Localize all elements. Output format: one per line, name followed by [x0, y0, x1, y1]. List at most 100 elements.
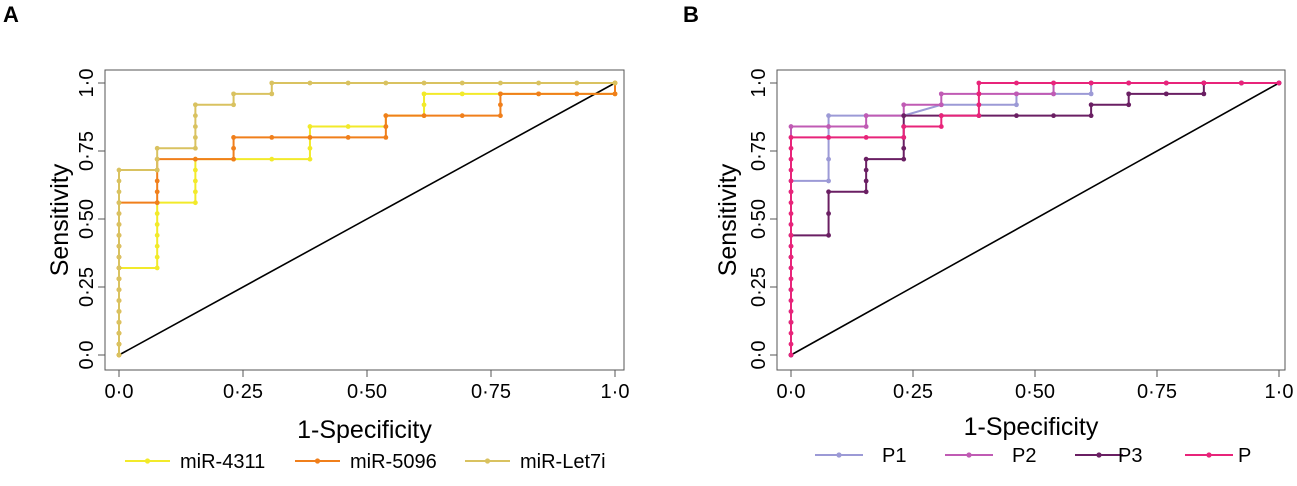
- data-point: [154, 156, 160, 162]
- data-point: [826, 211, 831, 216]
- data-point: [788, 330, 794, 336]
- data-point: [863, 167, 869, 173]
- data-point: [192, 200, 198, 206]
- reference-diagonal-line: [790, 82, 1280, 356]
- x-tick-label: 0·0: [105, 381, 134, 403]
- data-point: [826, 189, 831, 195]
- data-point: [826, 124, 831, 129]
- data-point: [459, 80, 465, 86]
- data-point: [788, 178, 794, 184]
- data-point: [154, 232, 160, 238]
- legend-label: P2: [1012, 445, 1036, 467]
- data-point: [1163, 91, 1169, 97]
- data-point: [498, 80, 503, 86]
- plot-frame: [104, 69, 625, 371]
- data-point: [231, 91, 236, 97]
- data-point: [788, 222, 794, 227]
- data-point: [1014, 113, 1019, 119]
- data-point: [1014, 91, 1019, 97]
- legend-swatch-marker: [836, 452, 842, 458]
- data-point: [345, 135, 351, 140]
- data-point: [345, 124, 351, 129]
- y-tick-label: 0·50: [76, 199, 98, 239]
- x-tick-label: 0·0: [777, 381, 806, 403]
- reference-diagonal-line: [118, 82, 616, 356]
- data-point: [116, 298, 122, 303]
- data-point: [421, 113, 427, 119]
- data-point: [498, 113, 503, 119]
- data-point: [116, 178, 122, 184]
- data-point: [192, 145, 198, 151]
- data-point: [154, 178, 160, 184]
- data-point: [116, 222, 122, 227]
- series-P: [788, 80, 1282, 358]
- data-point: [116, 254, 122, 260]
- data-point: [307, 124, 313, 129]
- data-point: [116, 200, 122, 206]
- data-point: [192, 124, 198, 129]
- data-point: [383, 135, 389, 140]
- data-point: [116, 167, 122, 173]
- series-miR-Let7i: [116, 80, 618, 358]
- data-point: [976, 91, 982, 97]
- data-point: [788, 156, 794, 162]
- x-tick-label: 1·0: [601, 381, 630, 403]
- data-point: [116, 265, 122, 271]
- data-point: [788, 276, 794, 282]
- data-point: [421, 102, 427, 108]
- data-point: [383, 80, 389, 86]
- data-point: [863, 113, 869, 119]
- data-point: [1088, 102, 1094, 108]
- legend-label: P1: [882, 445, 906, 467]
- data-point: [938, 113, 944, 119]
- data-point: [154, 211, 160, 216]
- data-point: [901, 145, 907, 151]
- y-tick-label: 0·25: [748, 267, 770, 307]
- data-point: [788, 232, 794, 238]
- data-point: [901, 135, 907, 140]
- data-point: [383, 124, 389, 129]
- data-point: [154, 167, 160, 173]
- data-point: [863, 178, 869, 184]
- data-point: [938, 124, 944, 129]
- data-point: [269, 156, 275, 162]
- legend-swatch-marker: [314, 458, 321, 464]
- y-tick-label: 1·0: [76, 69, 98, 98]
- data-point: [383, 113, 389, 119]
- legend-item-P: P: [1185, 445, 1251, 467]
- data-point: [938, 91, 944, 97]
- x-tick-label: 0·25: [223, 381, 263, 403]
- data-point: [154, 222, 160, 227]
- data-point: [788, 287, 794, 293]
- data-point: [421, 80, 427, 86]
- legend-label: P3: [1118, 445, 1142, 467]
- data-point: [231, 156, 236, 162]
- legend-swatch-marker: [1096, 452, 1102, 458]
- data-point: [788, 309, 794, 314]
- plot-frame: [776, 69, 1286, 371]
- data-point: [901, 102, 907, 108]
- data-point: [192, 167, 198, 173]
- data-point: [938, 102, 944, 108]
- data-point: [826, 113, 831, 119]
- data-point: [788, 124, 794, 129]
- legend-item-miR-5096: miR-5096: [295, 451, 437, 473]
- data-point: [459, 113, 465, 119]
- data-point: [612, 91, 618, 97]
- y-tick-label: 0·0: [76, 341, 98, 370]
- data-point: [788, 319, 794, 325]
- data-point: [192, 189, 198, 195]
- data-point: [192, 156, 198, 162]
- data-point: [536, 80, 542, 86]
- data-point: [269, 91, 275, 97]
- y-tick-label: 0·50: [748, 199, 770, 239]
- data-point: [788, 254, 794, 260]
- y-tick-label: 0·75: [748, 131, 770, 171]
- data-point: [901, 156, 907, 162]
- data-point: [116, 341, 122, 347]
- data-point: [154, 189, 160, 195]
- legend-label: miR-4311: [180, 451, 265, 473]
- panel-b-plot: 0·0 0·25 0·50 0·75 1·0 0·0 0·25 0·50 0·75 1·0 1-Sp…: [714, 69, 1293, 467]
- data-point: [421, 91, 427, 97]
